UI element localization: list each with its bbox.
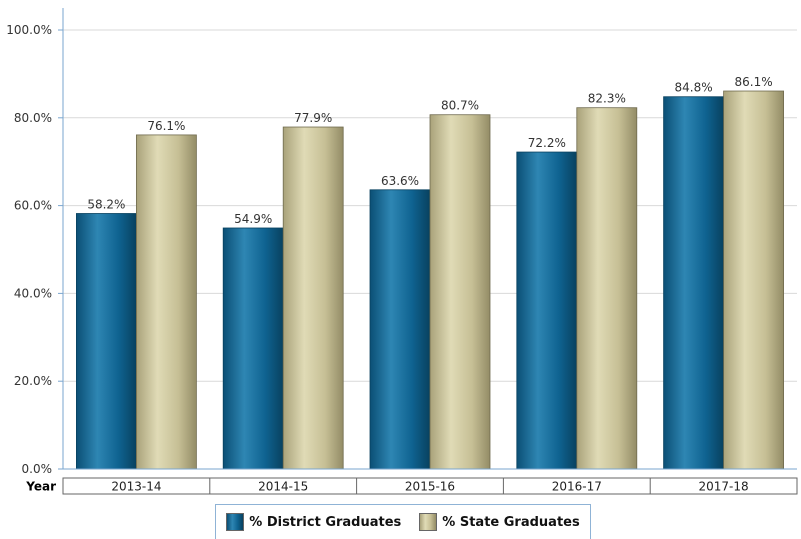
bar-district [516,151,578,470]
legend-swatch-district [226,513,245,531]
legend-swatch-state [419,513,438,531]
legend-label-district: % District Graduates [249,514,402,530]
bars: 58.2% 76.1% 54.9% 77.9% 63.6% 80.7% 72.2% 82.3%… [63,75,797,470]
data-label: 72.2% [528,136,566,150]
category-label: 2013-14 [111,480,161,494]
category-label: 2016-17 [552,480,602,494]
bar-district [222,227,284,470]
bar-state [282,126,344,470]
y-tick-label: 100.0% [6,23,52,37]
data-label: 54.9% [234,212,272,226]
y-tick-label: 80.0% [14,111,52,125]
y-axis: 0.0% 20.0% 40.0% 60.0% 80.0% 100.0% [6,8,64,476]
x-axis-title: Year [25,480,56,494]
legend: % District Graduates % State Graduates [215,504,591,539]
data-label: 80.7% [441,99,479,113]
bar-district [663,96,724,470]
legend-label-state: % State Graduates [442,514,580,530]
y-tick-label: 0.0% [22,462,53,476]
data-label: 77.9% [294,111,332,125]
legend-item-state: % State Graduates [419,513,580,531]
category-table [62,477,798,495]
bar-district [76,213,137,470]
bar-state [576,107,638,470]
x-axis: 2013-14 2014-15 2015-16 2016-17 2017-18 Year [25,477,798,495]
data-label: 82.3% [588,92,626,106]
data-label: 86.1% [735,75,773,89]
data-label: 84.8% [675,81,713,95]
legend-item-district: % District Graduates [226,513,401,531]
data-label: 63.6% [381,174,419,188]
bar-district [369,189,431,470]
category-label: 2014-15 [258,480,308,494]
category-label: 2015-16 [405,480,455,494]
y-tick-label: 60.0% [14,199,52,213]
category-label: 2017-18 [699,480,749,494]
bar-chart: 0.0% 20.0% 40.0% 60.0% 80.0% 100.0% 58.2% 76.1… [6,8,798,495]
bar-state [135,134,197,470]
y-tick-label: 20.0% [14,374,52,388]
data-label: 76.1% [147,119,185,133]
bar-state [723,90,784,470]
y-tick-label: 40.0% [14,286,52,300]
data-label: 58.2% [87,198,125,212]
bar-state [429,114,491,470]
